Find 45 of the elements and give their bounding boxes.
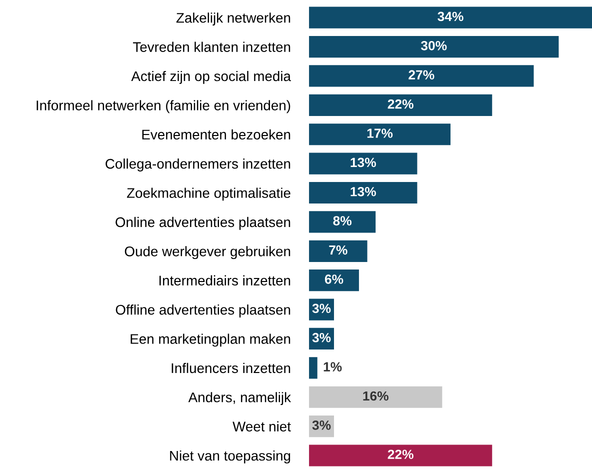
data-label: 13%: [350, 158, 376, 168]
y-tick-label: Online advertenties plaatsen: [116, 216, 290, 230]
y-tick-label: Een marketingplan maken: [130, 334, 290, 347]
data-label: 7%: [329, 245, 348, 255]
y-tick-label: Weet niet: [232, 421, 291, 432]
bar: [309, 240, 368, 262]
bar: [309, 124, 451, 146]
data-label: 13%: [350, 186, 376, 196]
data-label: 17%: [367, 128, 393, 138]
bar: [309, 270, 359, 292]
data-label: 34%: [438, 12, 464, 22]
data-label: 16%: [363, 391, 388, 401]
bar: [309, 36, 559, 58]
y-tick-label: Oude werkgever gebruiken: [124, 246, 290, 260]
y-tick-label: Influencers inzetten: [172, 362, 290, 374]
y-tick-label: Informeel netwerken (familie en vrienden): [36, 100, 290, 114]
bar: [309, 6, 592, 28]
bar: [309, 152, 418, 174]
data-label: 3%: [312, 420, 331, 430]
y-tick-label: Zoekmachine optimalisatie: [126, 188, 290, 201]
bar: [309, 182, 418, 204]
bar: [309, 357, 318, 379]
data-label: 6%: [324, 274, 344, 284]
y-tick-label: Anders, namelijk: [188, 392, 291, 406]
y-tick-label: Offline advertenties plaatsen: [116, 304, 290, 318]
data-label: 22%: [388, 99, 414, 109]
data-label: 22%: [388, 450, 414, 460]
data-label: 30%: [420, 40, 447, 50]
data-label: 1%: [324, 362, 342, 372]
data-label: 8%: [333, 216, 352, 226]
y-tick-label: Actief zijn op social media: [131, 70, 291, 84]
bar: [309, 386, 442, 408]
data-label: 27%: [408, 70, 434, 80]
y-tick-label: Niet van toepassing: [170, 450, 290, 464]
bar: [309, 65, 534, 87]
bar: [309, 94, 492, 116]
y-tick-label: Tevreden klanten inzetten: [133, 42, 290, 52]
data-label: 3%: [312, 332, 331, 342]
bar: [309, 211, 376, 233]
y-tick-label: Evenementen bezoeken: [142, 129, 290, 140]
bar: [309, 444, 492, 466]
y-tick-label: Zakelijk netwerken: [176, 12, 290, 26]
data-label: 3%: [312, 304, 331, 314]
y-tick-label: Collega-ondernemers inzetten: [106, 158, 290, 172]
y-tick-label: Intermediairs inzetten: [159, 275, 290, 286]
